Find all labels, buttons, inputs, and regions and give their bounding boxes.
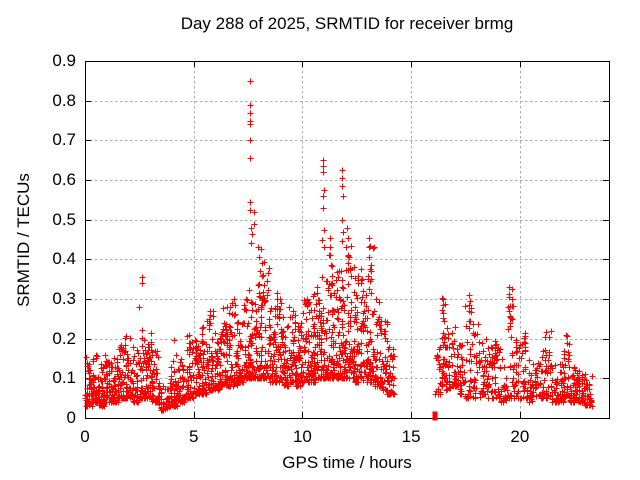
y-tick-label: 0.8 xyxy=(52,90,76,110)
y-tick-label: 0.4 xyxy=(52,249,76,269)
y-tick-label: 0.2 xyxy=(52,328,76,348)
x-tick-label: 15 xyxy=(401,427,421,446)
y-tick-label: 0 xyxy=(66,408,76,427)
x-tick-label: 20 xyxy=(510,427,530,446)
y-tick-label: 0.1 xyxy=(52,368,76,388)
y-axis-label: SRMTID / TECUs xyxy=(14,173,33,307)
y-tick-label: 0.7 xyxy=(52,130,76,150)
x-tick-label: 10 xyxy=(292,427,312,446)
y-tick-label: 0.5 xyxy=(52,209,76,229)
x-axis-label: GPS time / hours xyxy=(282,453,412,472)
x-tick-label: 0 xyxy=(80,427,90,446)
chart-title: Day 288 of 2025, SRMTID for receiver brm… xyxy=(180,14,514,33)
y-tick-label: 0.6 xyxy=(52,170,76,189)
x-tick-label: 5 xyxy=(188,427,199,446)
y-tick-label: 0.3 xyxy=(52,289,76,308)
y-tick-label: 0.9 xyxy=(52,51,76,70)
